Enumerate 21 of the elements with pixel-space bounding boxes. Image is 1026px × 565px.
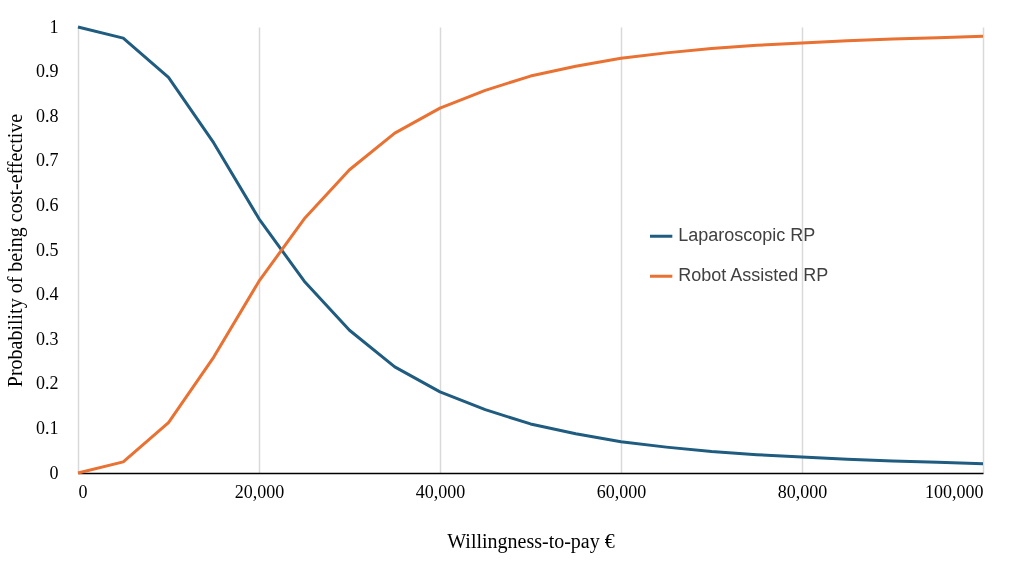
x-tick-label: 40,000 xyxy=(415,481,466,502)
x-tick-label: 20,000 xyxy=(234,481,285,502)
x-tick-label: 0 xyxy=(78,481,88,502)
x-axis-title: Willingness-to-pay € xyxy=(447,529,615,553)
y-tick-label: 0.8 xyxy=(36,105,59,126)
legend-label: Robot Assisted RP xyxy=(678,265,829,286)
y-tick-label: 0.1 xyxy=(36,417,59,438)
x-tick-label: 100,000 xyxy=(925,481,984,502)
y-tick-label: 0.5 xyxy=(36,239,59,260)
y-tick-label: 0.3 xyxy=(36,328,59,349)
x-tick-label: 60,000 xyxy=(596,481,647,502)
y-tick-label: 0.9 xyxy=(36,61,59,82)
x-tick-label: 80,000 xyxy=(777,481,828,502)
y-tick-label: 0.7 xyxy=(36,150,59,171)
y-tick-label: 0.6 xyxy=(36,194,59,215)
y-tick-label: 0.4 xyxy=(36,284,59,305)
legend-label: Laparoscopic RP xyxy=(678,225,816,246)
y-tick-label: 0 xyxy=(49,462,59,483)
y-tick-label: 0.2 xyxy=(36,373,59,394)
y-tick-label: 1 xyxy=(49,16,59,37)
y-axis-title: Probability of being cost-effective xyxy=(4,113,27,388)
